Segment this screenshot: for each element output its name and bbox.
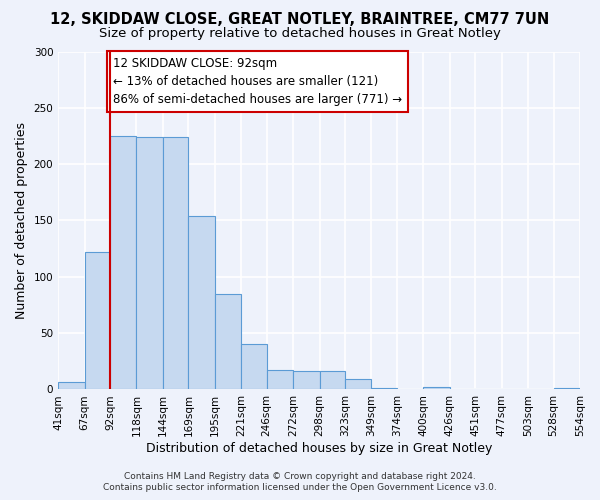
Bar: [136, 137, 163, 390]
Bar: [266, 370, 293, 390]
Y-axis label: Number of detached properties: Number of detached properties: [15, 122, 28, 319]
Bar: [320, 372, 345, 390]
Bar: [293, 372, 320, 390]
Bar: [110, 136, 136, 390]
Bar: [215, 294, 241, 390]
Bar: [345, 380, 371, 390]
Text: Size of property relative to detached houses in Great Notley: Size of property relative to detached ho…: [99, 28, 501, 40]
Bar: [188, 216, 215, 390]
Text: 12, SKIDDAW CLOSE, GREAT NOTLEY, BRAINTREE, CM77 7UN: 12, SKIDDAW CLOSE, GREAT NOTLEY, BRAINTR…: [50, 12, 550, 28]
X-axis label: Distribution of detached houses by size in Great Notley: Distribution of detached houses by size …: [146, 442, 492, 455]
Text: 12 SKIDDAW CLOSE: 92sqm
← 13% of detached houses are smaller (121)
86% of semi-d: 12 SKIDDAW CLOSE: 92sqm ← 13% of detache…: [113, 57, 402, 106]
Bar: [163, 137, 188, 390]
Bar: [58, 382, 85, 390]
Bar: [424, 387, 450, 390]
Bar: [371, 388, 397, 390]
Bar: [241, 344, 266, 390]
Text: Contains HM Land Registry data © Crown copyright and database right 2024.
Contai: Contains HM Land Registry data © Crown c…: [103, 472, 497, 492]
Bar: [85, 252, 110, 390]
Bar: [554, 388, 580, 390]
